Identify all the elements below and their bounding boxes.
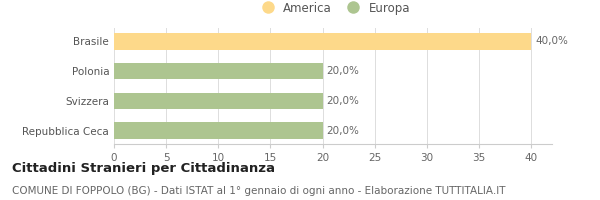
Text: Cittadini Stranieri per Cittadinanza: Cittadini Stranieri per Cittadinanza <box>12 162 275 175</box>
Bar <box>114 122 323 139</box>
Text: 20,0%: 20,0% <box>327 126 359 136</box>
Text: COMUNE DI FOPPOLO (BG) - Dati ISTAT al 1° gennaio di ogni anno - Elaborazione TU: COMUNE DI FOPPOLO (BG) - Dati ISTAT al 1… <box>12 186 505 196</box>
Text: 20,0%: 20,0% <box>327 66 359 76</box>
Bar <box>114 33 531 50</box>
Bar <box>114 93 323 109</box>
Legend: America, Europa: America, Europa <box>251 0 415 19</box>
Text: 20,0%: 20,0% <box>327 96 359 106</box>
Text: 40,0%: 40,0% <box>535 36 568 46</box>
Bar <box>114 63 323 79</box>
